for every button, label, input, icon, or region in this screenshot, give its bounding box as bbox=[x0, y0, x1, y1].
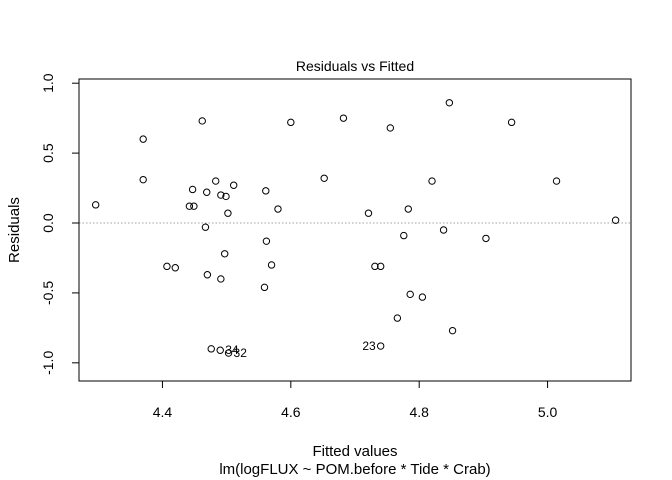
residual-point bbox=[222, 192, 230, 201]
residual-point bbox=[386, 124, 395, 132]
residual-point bbox=[188, 185, 197, 194]
x-tick-label: 4.8 bbox=[409, 404, 429, 420]
x-axis: 4.4 4.6 4.8 5.0 bbox=[153, 380, 558, 420]
y-tick-label: 0.5 bbox=[40, 143, 56, 163]
point-label: 32 bbox=[234, 346, 248, 360]
residual-point bbox=[406, 290, 414, 299]
residual-point bbox=[171, 264, 179, 272]
residual-point bbox=[428, 177, 436, 185]
residual-point bbox=[262, 237, 271, 245]
residual-point bbox=[274, 205, 282, 213]
data-points bbox=[91, 99, 620, 357]
y-tick-label: 0.0 bbox=[40, 213, 56, 233]
residual-point bbox=[91, 201, 100, 209]
residual-point bbox=[552, 177, 561, 185]
residual-point bbox=[404, 205, 412, 213]
x-tick-label: 5.0 bbox=[538, 404, 558, 420]
residual-point bbox=[217, 191, 225, 199]
residual-point bbox=[400, 231, 408, 240]
residual-point bbox=[448, 326, 457, 335]
x-axis-label: Fitted values bbox=[312, 443, 397, 460]
residual-point bbox=[320, 174, 328, 182]
residual-point bbox=[221, 250, 229, 258]
residual-point bbox=[287, 118, 295, 127]
residual-point bbox=[207, 345, 215, 353]
residual-point bbox=[203, 271, 212, 279]
point-label: 34 bbox=[225, 343, 239, 357]
model-formula-subtitle: lm(logFLUX ~ POM.before * Tide * Crab) bbox=[219, 461, 490, 478]
residual-point bbox=[482, 234, 490, 243]
residual-point bbox=[418, 293, 427, 301]
residual-point bbox=[376, 262, 385, 271]
y-axis: 1.0 0.5 0.0 -0.5 -1.0 bbox=[40, 73, 80, 375]
residual-point bbox=[198, 117, 206, 125]
residual-point bbox=[611, 216, 620, 224]
x-tick-label: 4.4 bbox=[153, 404, 173, 420]
point-label: 23 bbox=[362, 339, 376, 353]
residual-point bbox=[260, 283, 269, 292]
residual-point bbox=[376, 342, 385, 350]
residual-point bbox=[393, 314, 402, 322]
residual-point bbox=[371, 262, 379, 271]
residual-point bbox=[439, 226, 448, 234]
residual-point bbox=[217, 275, 225, 283]
residual-point bbox=[224, 209, 232, 217]
chart-title: Residuals vs Fitted bbox=[296, 58, 414, 74]
y-tick-label: -1.0 bbox=[40, 351, 56, 375]
residual-point bbox=[339, 114, 348, 122]
residual-point bbox=[139, 175, 147, 184]
y-axis-label: Residuals bbox=[6, 197, 23, 263]
residual-point bbox=[445, 99, 454, 107]
residual-point bbox=[139, 135, 147, 143]
residual-point bbox=[216, 346, 224, 354]
residual-point bbox=[190, 202, 198, 210]
y-tick-label: -0.5 bbox=[40, 281, 56, 305]
residual-point bbox=[201, 223, 210, 231]
residual-point bbox=[224, 349, 233, 357]
residual-point bbox=[364, 209, 373, 217]
x-tick-label: 4.6 bbox=[281, 404, 301, 420]
residual-point bbox=[262, 187, 270, 195]
residual-point bbox=[185, 202, 194, 210]
residual-point bbox=[163, 262, 171, 271]
residual-point bbox=[212, 177, 220, 185]
residual-point bbox=[229, 181, 238, 189]
y-tick-label: 1.0 bbox=[40, 73, 56, 93]
residual-point bbox=[507, 118, 516, 127]
residual-point bbox=[203, 188, 211, 196]
residual-point bbox=[267, 261, 276, 269]
